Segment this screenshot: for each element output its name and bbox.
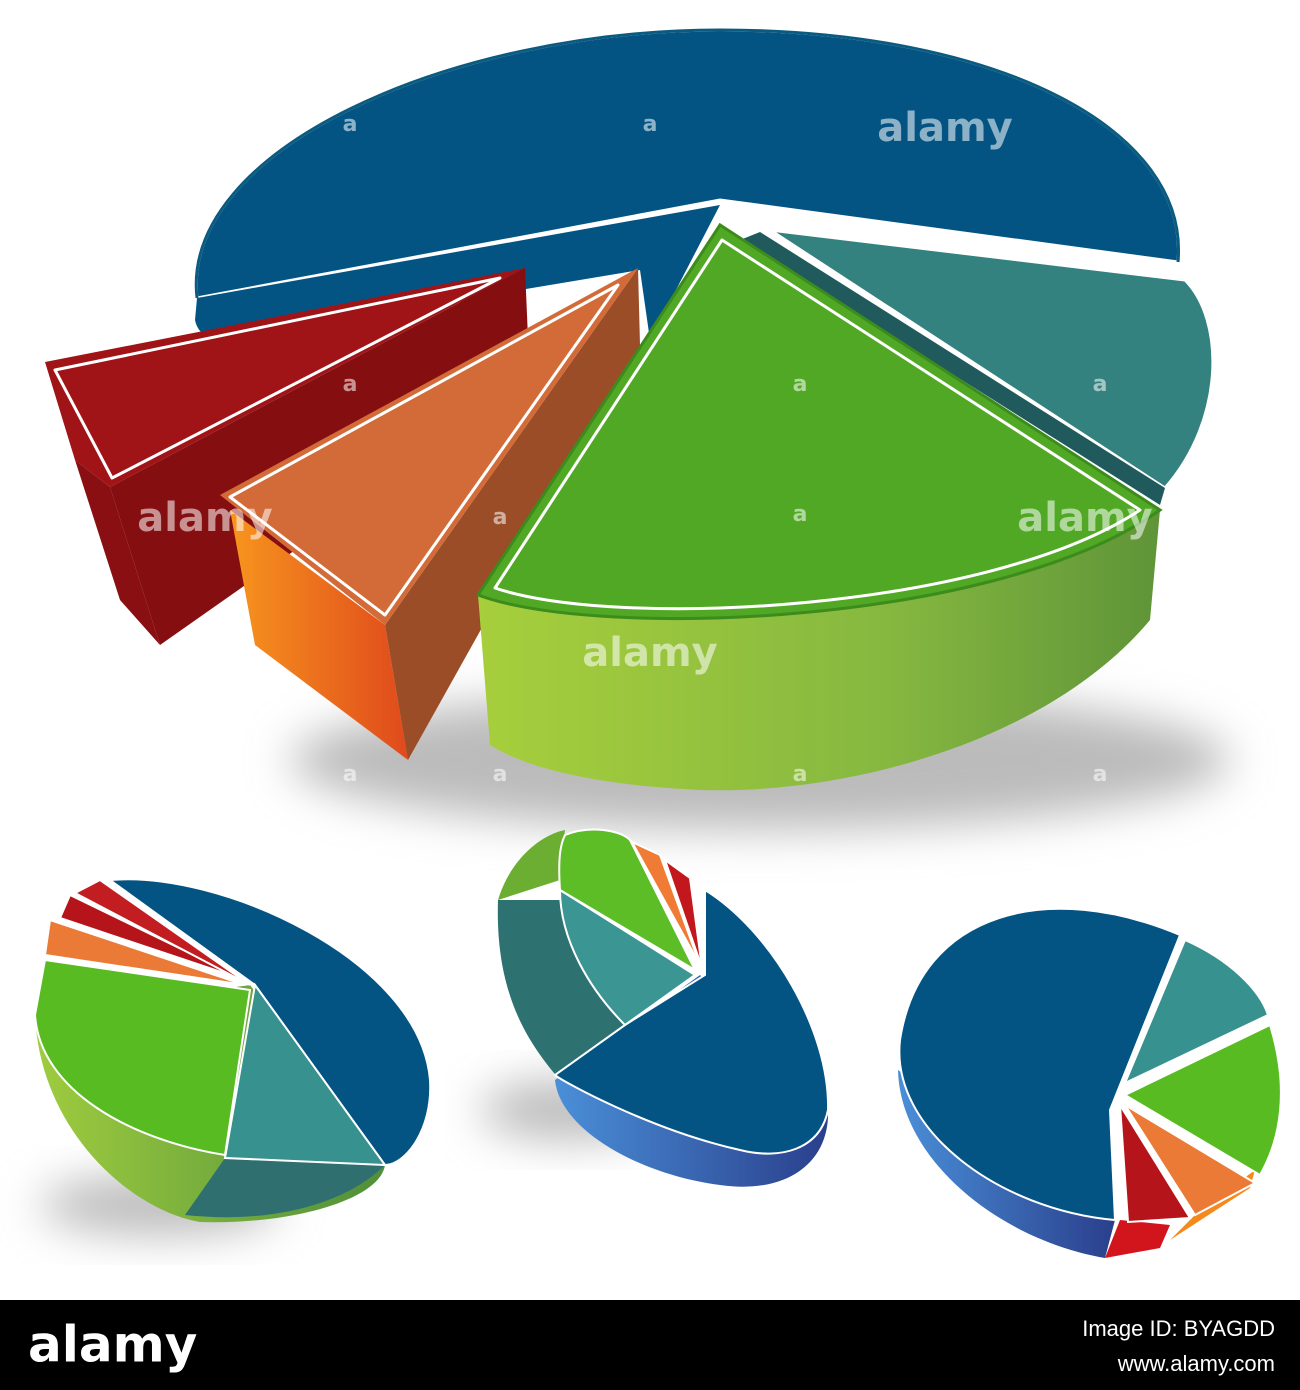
- slice-teal: [770, 230, 1213, 488]
- slice-orange-side: [230, 510, 408, 760]
- slice-teal: [223, 982, 388, 1167]
- slice-red: [45, 268, 525, 487]
- pie-side: [498, 830, 565, 900]
- slice-teal: [1123, 938, 1270, 1086]
- pie-side: [497, 900, 630, 1080]
- watermark-mark: a: [343, 762, 358, 787]
- watermark-mark: a: [643, 112, 658, 137]
- slice-orange: [220, 268, 638, 625]
- slice-orange: [1124, 1104, 1258, 1217]
- watermark-mark: a: [793, 762, 808, 787]
- slice-green: [558, 828, 698, 973]
- watermark: alamy: [1017, 495, 1152, 541]
- small-pie-left: [33, 878, 432, 1223]
- watermark: alamy: [137, 495, 272, 541]
- slice-orange-side: [385, 268, 640, 760]
- watermark-mark: a: [493, 505, 508, 530]
- slice-teal-side: [740, 232, 1165, 505]
- main-pie: [45, 28, 1215, 791]
- watermark-mark: a: [343, 372, 358, 397]
- pie-side: [185, 1158, 385, 1218]
- small-pie-right: [898, 907, 1282, 1258]
- slice-blue: [898, 907, 1182, 1222]
- footer-bar: [0, 1300, 1300, 1390]
- slice-red: [1119, 1104, 1192, 1224]
- image-id: Image ID: BYAGDD: [1082, 1316, 1275, 1341]
- slice-outline: [768, 228, 1215, 490]
- watermark-mark: a: [1093, 762, 1108, 787]
- watermark: alamy: [877, 105, 1012, 151]
- slice-green: [475, 222, 1163, 621]
- slice-blue: [107, 878, 432, 1167]
- watermark-mark: a: [793, 502, 808, 527]
- slice-red: [72, 878, 251, 986]
- slice-red: [663, 857, 703, 969]
- watermark-mark: a: [343, 112, 358, 137]
- slice-outline: [194, 28, 1180, 299]
- watermarks: alamy alamy alamy alamy a a a a a a a a …: [137, 105, 1152, 787]
- slice-green: [33, 958, 252, 1157]
- slice-blue: [553, 888, 830, 1155]
- slice-red-side: [75, 460, 160, 645]
- pie-side: [1105, 1220, 1170, 1258]
- slice-outline: [228, 283, 620, 617]
- watermark: alamy: [582, 630, 717, 676]
- slice-green: [1122, 1023, 1282, 1177]
- footer-url: www.alamy.com: [1117, 1351, 1275, 1376]
- slice-teal: [558, 888, 697, 1027]
- slice-orange: [43, 918, 246, 986]
- watermark-mark: a: [793, 372, 808, 397]
- small-pie-middle: [497, 828, 830, 1187]
- footer-logo: alamy: [28, 1316, 197, 1374]
- slice-outline: [53, 276, 502, 480]
- slice-orange: [629, 839, 701, 966]
- watermark-mark: a: [493, 762, 508, 787]
- slice-outline: [493, 238, 1142, 611]
- watermark-mark: a: [1093, 372, 1108, 397]
